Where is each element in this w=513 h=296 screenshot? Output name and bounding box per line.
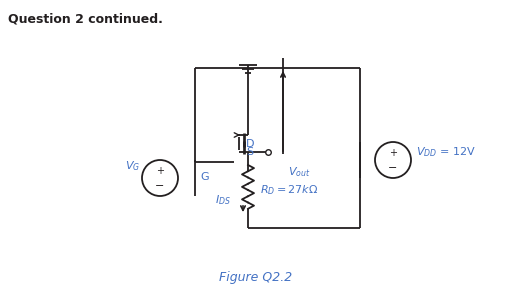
Text: −: − [155, 181, 165, 191]
Text: Question 2 continued.: Question 2 continued. [8, 12, 163, 25]
Text: +: + [156, 166, 164, 176]
Text: +: + [389, 148, 397, 158]
Text: S: S [246, 147, 253, 157]
Text: $R_D = 27k\Omega$: $R_D = 27k\Omega$ [260, 183, 318, 197]
Text: $V_{out}$: $V_{out}$ [288, 165, 310, 179]
Text: Figure Q2.2: Figure Q2.2 [220, 271, 292, 284]
Text: G: G [200, 172, 209, 182]
Text: −: − [388, 163, 398, 173]
Text: $V_{DD}$ = 12V: $V_{DD}$ = 12V [416, 145, 476, 159]
Text: $V_G$: $V_G$ [125, 159, 140, 173]
Text: $I_{DS}$: $I_{DS}$ [215, 193, 231, 207]
Text: D: D [246, 139, 254, 149]
